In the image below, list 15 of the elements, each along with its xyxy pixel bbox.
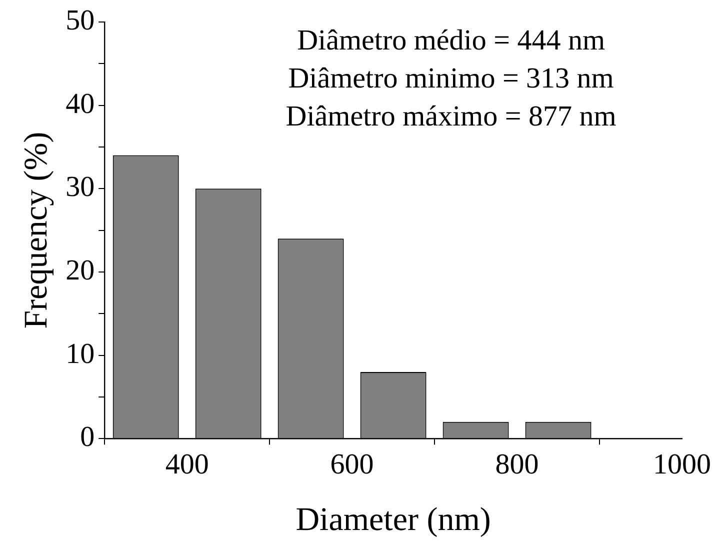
x-tick-label: 600: [330, 448, 374, 481]
x-tick-label: 800: [495, 448, 539, 481]
annotation: Diâmetro minimo = 313 nm: [288, 62, 614, 95]
annotation: Diâmetro médio = 444 nm: [297, 24, 606, 57]
annotation: Diâmetro máximo = 877 nm: [286, 100, 617, 133]
x-tick-label: 1000: [653, 448, 711, 481]
y-tick-label: 30: [66, 171, 95, 204]
x-tick-label: 400: [165, 448, 209, 481]
y-tick-label: 20: [66, 254, 95, 287]
y-tick-label: 0: [80, 421, 95, 454]
y-tick-label: 40: [66, 88, 95, 120]
y-tick-label: 10: [66, 338, 95, 370]
y-axis-title: Frequency (%): [18, 132, 54, 329]
y-tick-label: 50: [66, 4, 95, 37]
x-axis-title: Diameter (nm): [296, 502, 491, 538]
